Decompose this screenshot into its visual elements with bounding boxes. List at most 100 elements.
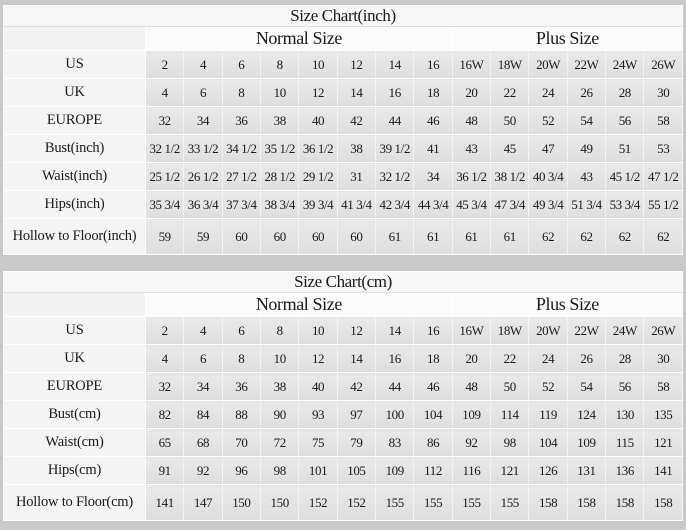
size-cell: 39 1/2 — [375, 134, 415, 163]
size-cell: 32 1/2 — [144, 134, 185, 163]
size-cell: 61 — [375, 218, 415, 255]
size-cell: 41 — [413, 134, 453, 163]
size-cell: 49 3/4 — [528, 190, 568, 219]
size-cell: 79 — [336, 428, 377, 457]
size-cell: 12 — [336, 316, 377, 345]
size-cell: 135 — [643, 400, 683, 429]
size-cell: 32 — [144, 106, 185, 135]
size-cell: 98 — [490, 428, 530, 457]
size-cell: 43 — [451, 134, 492, 163]
row-label: EUROPE — [3, 106, 146, 135]
size-cell: 88 — [221, 400, 262, 429]
size-cell: 84 — [183, 400, 223, 429]
table-row: Hollow to Floor(cm) 141 147 150 150 152 152 155… — [3, 484, 683, 521]
size-cell: 121 — [643, 428, 683, 457]
size-cell: 60 — [336, 218, 377, 255]
size-cell: 16W — [451, 316, 492, 345]
size-cell: 72 — [260, 428, 300, 457]
size-cell: 152 — [298, 484, 338, 521]
size-cell: 12 — [298, 78, 338, 107]
row-label: Hips(inch) — [3, 190, 146, 219]
size-cell: 46 — [413, 372, 453, 401]
corner-cell — [3, 26, 146, 51]
size-cell: 112 — [413, 456, 453, 485]
size-cell: 14 — [375, 316, 415, 345]
size-cell: 29 1/2 — [298, 162, 338, 191]
table-row: EUROPE 32 34 36 38 40 42 44 46 48 50 52 54 56 58 — [3, 106, 683, 135]
row-label: Hollow to Floor(cm) — [3, 484, 146, 521]
size-cell: 30 — [643, 78, 683, 107]
size-cell: 20 — [451, 344, 492, 373]
row-label: UK — [3, 78, 146, 107]
size-cell: 155 — [451, 484, 492, 521]
size-cell: 36 1/2 — [298, 134, 338, 163]
size-cell: 109 — [566, 428, 607, 457]
size-cell: 20W — [528, 50, 568, 79]
size-cell: 42 3/4 — [375, 190, 415, 219]
table-row: Hollow to Floor(inch) 59 59 60 60 60 60 61 61 61 6… — [3, 218, 683, 255]
size-cell: 27 1/2 — [221, 162, 262, 191]
size-cell: 44 — [375, 372, 415, 401]
size-cell: 6 — [221, 316, 262, 345]
size-cell: 52 — [528, 106, 568, 135]
size-cell: 51 3/4 — [566, 190, 607, 219]
table-row: EUROPE 32 34 36 38 40 42 44 46 48 50 52 54 56 58 — [3, 372, 683, 401]
size-cell: 18W — [490, 50, 530, 79]
size-table: Size Chart(cm) Normal Size Plus Size US 2 4 6 8… — [3, 271, 684, 521]
size-cell: 28 — [605, 344, 645, 373]
size-cell: 44 — [375, 106, 415, 135]
size-cell: 40 — [298, 106, 338, 135]
table-row: Hips(cm) 91 92 96 98 101 105 109 112 116 121 126 131… — [3, 456, 683, 485]
table-row: Bust(inch) 32 1/2 33 1/2 34 1/2 35 1/2 36 1/2… — [3, 134, 683, 163]
size-cell: 18W — [490, 316, 530, 345]
size-cell: 4 — [183, 316, 223, 345]
size-cell: 32 — [144, 372, 185, 401]
size-cell: 104 — [413, 400, 453, 429]
size-cell: 60 — [260, 218, 300, 255]
size-cell: 20 — [451, 78, 492, 107]
size-cell: 104 — [528, 428, 568, 457]
size-cell: 61 — [490, 218, 530, 255]
size-chart-inch: Size Chart(inch) Normal Size Plus Size US 2 4… — [3, 5, 684, 255]
size-cell: 45 — [490, 134, 530, 163]
size-cell: 91 — [144, 456, 185, 485]
normal-size-header: Normal Size — [145, 292, 453, 317]
size-cell: 43 — [566, 162, 607, 191]
size-cell: 24 — [528, 344, 568, 373]
size-cell: 38 3/4 — [260, 190, 300, 219]
size-cell: 42 — [336, 372, 377, 401]
size-cell: 61 — [413, 218, 453, 255]
size-cell: 105 — [336, 456, 377, 485]
size-cell: 12 — [336, 50, 377, 79]
size-cell: 90 — [260, 400, 300, 429]
size-cell: 49 — [566, 134, 607, 163]
size-cell: 86 — [413, 428, 453, 457]
size-cell: 155 — [413, 484, 453, 521]
size-cell: 130 — [605, 400, 645, 429]
table-row: Waist(inch) 25 1/2 26 1/2 27 1/2 28 1/2 29 1/… — [3, 162, 683, 191]
table-row: UK 4 6 8 10 12 14 16 18 20 22 24 26 28 30 — [3, 344, 683, 373]
table-row: US 2 4 6 8 10 12 14 16 16W 18W 20W 22W 24W 26W — [3, 316, 683, 345]
size-cell: 82 — [144, 400, 185, 429]
size-cell: 16 — [413, 316, 453, 345]
size-cell: 100 — [375, 400, 415, 429]
size-cell: 40 3/4 — [528, 162, 568, 191]
size-cell: 121 — [490, 456, 530, 485]
size-cell: 55 1/2 — [643, 190, 683, 219]
size-cell: 32 1/2 — [375, 162, 415, 191]
size-cell: 44 3/4 — [413, 190, 453, 219]
size-cell: 97 — [336, 400, 377, 429]
size-cell: 98 — [260, 456, 300, 485]
size-cell: 26 1/2 — [183, 162, 223, 191]
size-cell: 119 — [528, 400, 568, 429]
size-cell: 26W — [643, 50, 683, 79]
size-cell: 53 3/4 — [605, 190, 645, 219]
size-cell: 70 — [221, 428, 262, 457]
size-cell: 83 — [375, 428, 415, 457]
size-cell: 48 — [451, 372, 492, 401]
size-cell: 54 — [566, 372, 607, 401]
size-cell: 62 — [605, 218, 645, 255]
row-label: UK — [3, 344, 146, 373]
size-cell: 52 — [528, 372, 568, 401]
size-cell: 47 3/4 — [490, 190, 530, 219]
